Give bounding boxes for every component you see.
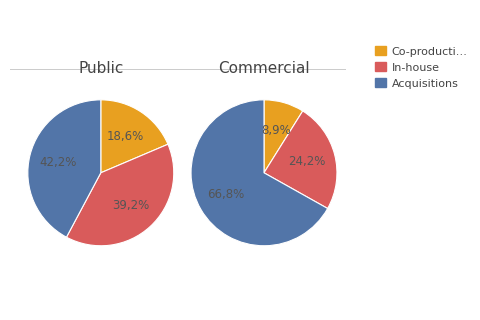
Title: Public: Public — [78, 61, 123, 76]
Legend: Co-producti…, In-house, Acquisitions: Co-producti…, In-house, Acquisitions — [372, 44, 469, 91]
Text: 66,8%: 66,8% — [208, 188, 245, 201]
Wedge shape — [66, 144, 174, 246]
Title: Commercial: Commercial — [218, 61, 310, 76]
Wedge shape — [101, 100, 168, 173]
Text: 8,9%: 8,9% — [261, 124, 291, 137]
Wedge shape — [191, 100, 328, 246]
Wedge shape — [28, 100, 101, 237]
Wedge shape — [264, 100, 303, 173]
Wedge shape — [264, 111, 337, 209]
Text: 24,2%: 24,2% — [288, 156, 325, 168]
Text: 18,6%: 18,6% — [107, 130, 144, 143]
Text: 39,2%: 39,2% — [112, 199, 149, 212]
Text: 42,2%: 42,2% — [40, 156, 77, 169]
